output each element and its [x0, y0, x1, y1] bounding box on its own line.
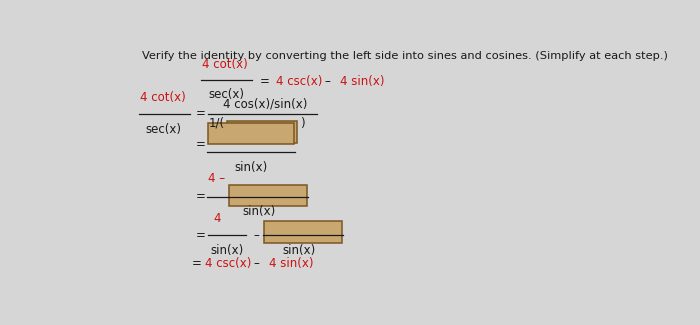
Text: 4 csc(x): 4 csc(x)	[276, 75, 322, 88]
Text: –: –	[325, 75, 330, 88]
Text: 4 sin(x): 4 sin(x)	[340, 75, 385, 88]
Text: 4 –: 4 –	[209, 172, 225, 185]
Text: 4: 4	[213, 212, 220, 225]
Text: sec(x): sec(x)	[209, 88, 244, 101]
Text: =: =	[196, 107, 206, 120]
Text: Verify the identity by converting the left side into sines and cosines. (Simplif: Verify the identity by converting the le…	[141, 51, 668, 60]
Text: =: =	[196, 229, 206, 242]
Text: sin(x): sin(x)	[283, 244, 316, 257]
Text: –: –	[253, 229, 259, 242]
Text: sin(x): sin(x)	[210, 244, 243, 257]
Text: 4 cot(x): 4 cot(x)	[140, 91, 186, 104]
Text: sin(x): sin(x)	[234, 161, 268, 174]
Text: 4 sin(x): 4 sin(x)	[269, 256, 314, 269]
Text: –: –	[253, 256, 259, 269]
Text: ): )	[300, 117, 304, 130]
Text: =: =	[196, 190, 206, 203]
FancyBboxPatch shape	[227, 122, 297, 143]
FancyBboxPatch shape	[264, 222, 342, 243]
Text: 4 cos(x)/sin(x): 4 cos(x)/sin(x)	[223, 98, 307, 111]
Text: =: =	[260, 75, 270, 88]
Text: 4 cot(x): 4 cot(x)	[202, 58, 248, 72]
Text: =: =	[192, 256, 202, 269]
Text: =: =	[196, 138, 206, 151]
FancyBboxPatch shape	[209, 123, 294, 145]
Text: sin(x): sin(x)	[242, 205, 276, 218]
Text: 1/(: 1/(	[209, 117, 225, 130]
Text: sec(x): sec(x)	[146, 123, 181, 136]
Text: 4 csc(x): 4 csc(x)	[205, 256, 252, 269]
FancyBboxPatch shape	[230, 185, 307, 206]
